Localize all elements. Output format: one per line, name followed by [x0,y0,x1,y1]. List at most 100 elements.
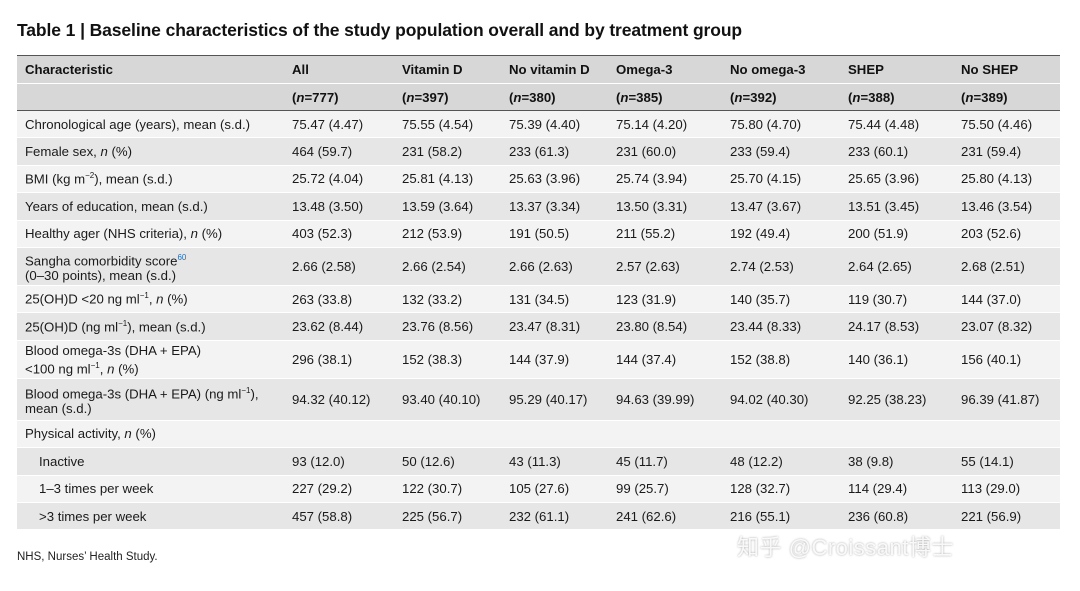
sample-size-vitamin-d: (n=397) [394,83,501,111]
table-cell: 232 (61.1) [501,502,608,531]
table-cell: 225 (56.7) [394,502,501,531]
table-cell: 241 (62.6) [608,502,722,531]
table-cell: 140 (35.7) [722,285,840,314]
table-cell: 2.66 (2.54) [394,247,501,286]
table-cell: 99 (25.7) [608,475,722,503]
table-cell: 144 (37.4) [608,340,722,379]
table-row: Physical activity, n (%) [17,420,1060,449]
row-label: Blood omega-3s (DHA + EPA) <100 ng ml−1, … [17,340,284,379]
table-cell [953,420,1060,449]
table-cell [501,420,608,449]
table-cell [284,420,394,449]
table-cell: 93 (12.0) [284,447,394,476]
table-row: >3 times per week 457 (58.8) 225 (56.7) … [17,502,1060,531]
table-cell: 200 (51.9) [840,220,953,248]
table-cell: 227 (29.2) [284,475,394,503]
row-label: BMI (kg m−2), mean (s.d.) [17,165,284,194]
table-cell: 233 (61.3) [501,137,608,166]
table-cell: 75.80 (4.70) [722,110,840,139]
row-label: 1–3 times per week [17,475,284,503]
table-cell: 23.80 (8.54) [608,312,722,341]
table-cell: 45 (11.7) [608,447,722,476]
table-cell [722,420,840,449]
row-label: Chronological age (years), mean (s.d.) [17,110,284,139]
table-cell: 25.74 (3.94) [608,165,722,194]
row-label: Female sex, n (%) [17,137,284,166]
table-row: Inactive 93 (12.0) 50 (12.6) 43 (11.3) 4… [17,447,1060,476]
table-row: 1–3 times per week 227 (29.2) 122 (30.7)… [17,475,1060,503]
table-cell: 13.48 (3.50) [284,192,394,221]
row-label: 25(OH)D (ng ml−1), mean (s.d.) [17,312,284,341]
table-cell: 25.80 (4.13) [953,165,1060,194]
table-cell: 131 (34.5) [501,285,608,314]
column-header-no-omega-3: No omega-3 [722,55,840,84]
table-cell: 75.47 (4.47) [284,110,394,139]
table-cell: 24.17 (8.53) [840,312,953,341]
table-cell: 13.46 (3.54) [953,192,1060,221]
table-cell: 75.55 (4.54) [394,110,501,139]
table-cell: 216 (55.1) [722,502,840,531]
table-cell: 2.64 (2.65) [840,247,953,286]
row-label: Physical activity, n (%) [17,420,284,449]
table-cell: 296 (38.1) [284,340,394,379]
column-header-vitamin-d: Vitamin D [394,55,501,84]
table-title: Table 1 | Baseline characteristics of th… [17,20,743,40]
sample-size-no-shep: (n=389) [953,83,1060,111]
table-row: 25(OH)D <20 ng ml−1, n (%) 263 (33.8) 13… [17,285,1060,314]
row-label: Inactive [17,447,284,476]
column-header-shep: SHEP [840,55,953,84]
table-cell: 233 (59.4) [722,137,840,166]
table-cell: 75.39 (4.40) [501,110,608,139]
table-cell: 132 (33.2) [394,285,501,314]
table-cell: 96.39 (41.87) [953,378,1060,421]
column-header-all: All [284,55,394,84]
table-cell: 152 (38.8) [722,340,840,379]
row-label: Healthy ager (NHS criteria), n (%) [17,220,284,248]
sample-size-all: (n=777) [284,83,394,111]
table-cell: 23.44 (8.33) [722,312,840,341]
table-cell: 144 (37.0) [953,285,1060,314]
table-row: Healthy ager (NHS criteria), n (%) 403 (… [17,220,1060,248]
table-cell: 403 (52.3) [284,220,394,248]
table-cell: 236 (60.8) [840,502,953,531]
table-cell: 23.62 (8.44) [284,312,394,341]
table-cell: 2.68 (2.51) [953,247,1060,286]
table-cell: 50 (12.6) [394,447,501,476]
table-row: 25(OH)D (ng ml−1), mean (s.d.) 23.62 (8.… [17,312,1060,341]
table-cell: 25.65 (3.96) [840,165,953,194]
table-cell: 2.74 (2.53) [722,247,840,286]
row-label: Years of education, mean (s.d.) [17,192,284,221]
table-cell: 25.81 (4.13) [394,165,501,194]
watermark: 知乎 @Croissant博士 [737,535,954,560]
table-cell: 263 (33.8) [284,285,394,314]
table-cell: 43 (11.3) [501,447,608,476]
column-header-blank [17,83,284,111]
table-cell: 23.07 (8.32) [953,312,1060,341]
table-row: Sangha comorbidity score60 (0–30 points),… [17,247,1060,286]
table-cell: 156 (40.1) [953,340,1060,379]
table-cell: 95.29 (40.17) [501,378,608,421]
table-cell: 13.50 (3.31) [608,192,722,221]
column-header-no-vitamin-d: No vitamin D [501,55,608,84]
table-cell: 2.57 (2.63) [608,247,722,286]
table-cell: 231 (60.0) [608,137,722,166]
table-cell: 25.72 (4.04) [284,165,394,194]
row-label: Blood omega-3s (DHA + EPA) (ng ml−1), mea… [17,378,284,421]
table-cell: 92.25 (38.23) [840,378,953,421]
column-header-characteristic: Characteristic [17,55,284,84]
table-row: Blood omega-3s (DHA + EPA) <100 ng ml−1, … [17,340,1060,379]
table-row: Years of education, mean (s.d.) 13.48 (3… [17,192,1060,221]
table-cell: 119 (30.7) [840,285,953,314]
table-cell: 122 (30.7) [394,475,501,503]
sample-size-no-vitamin-d: (n=380) [501,83,608,111]
table-cell: 75.14 (4.20) [608,110,722,139]
table-cell: 55 (14.1) [953,447,1060,476]
table-cell: 48 (12.2) [722,447,840,476]
table-row: Female sex, n (%) 464 (59.7) 231 (58.2) … [17,137,1060,166]
table-cell: 23.47 (8.31) [501,312,608,341]
reference-link[interactable]: 60 [177,252,187,262]
table-cell [608,420,722,449]
table-cell: 212 (53.9) [394,220,501,248]
table-cell: 203 (52.6) [953,220,1060,248]
table-cell: 231 (58.2) [394,137,501,166]
